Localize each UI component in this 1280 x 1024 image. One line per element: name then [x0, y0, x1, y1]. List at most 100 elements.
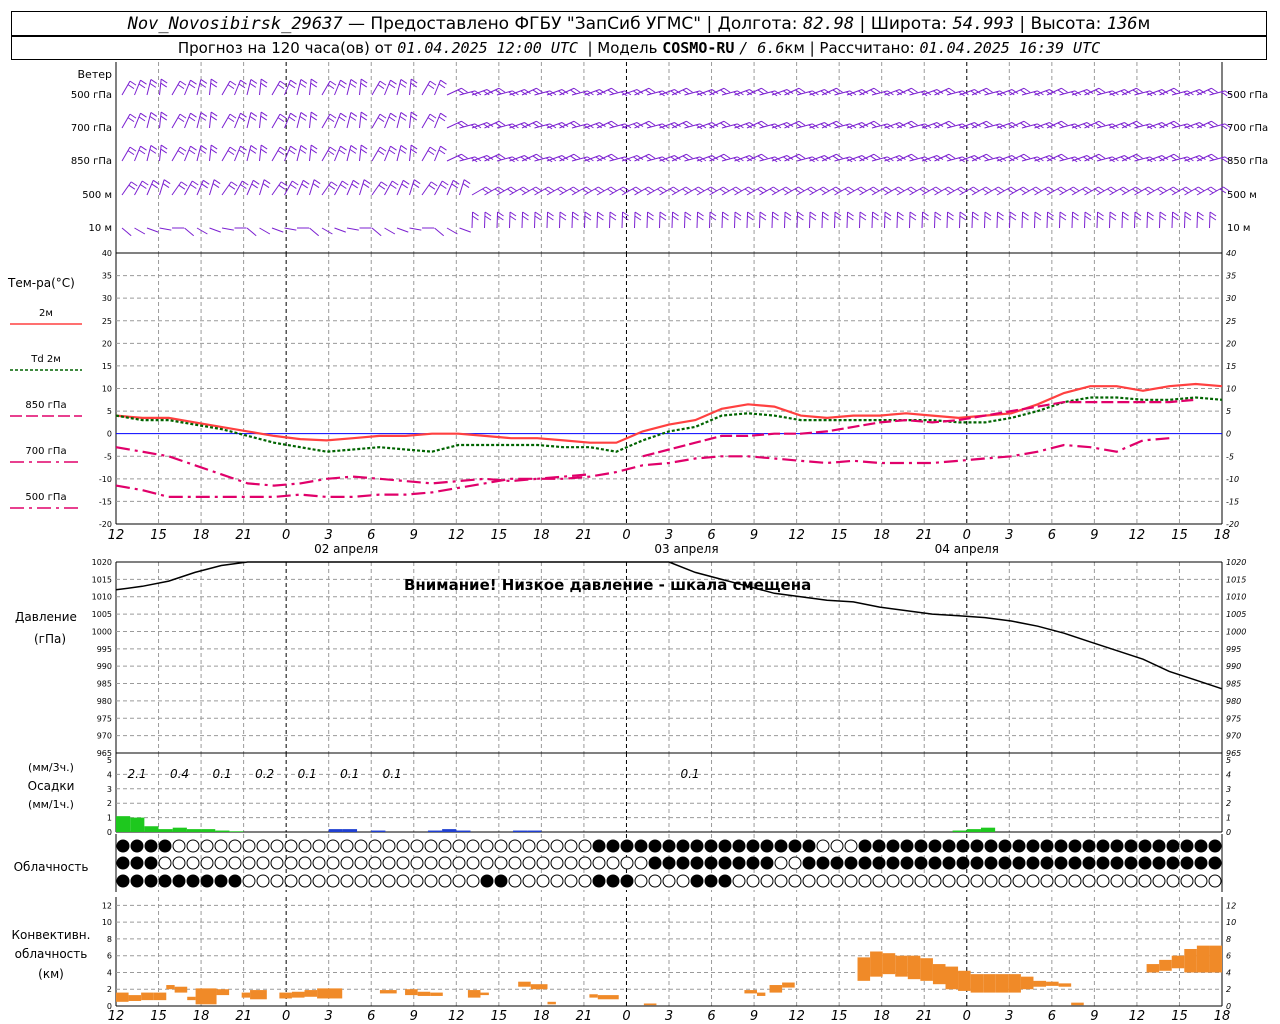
wind-barb-feather	[228, 184, 236, 190]
precip-bar-rain	[144, 826, 159, 832]
precip-unit-bottom: (мм/1ч.)	[28, 798, 74, 811]
wind-barb	[1009, 87, 1025, 96]
wind-barb	[1121, 120, 1137, 129]
wind-barb-feather	[873, 186, 880, 192]
wind-barb-feather	[461, 120, 468, 126]
cloud-cover-symbol	[186, 874, 200, 888]
wind-barb-feather	[410, 82, 418, 88]
wind-barb-feather	[947, 211, 954, 217]
wind-barb-feather	[428, 184, 436, 190]
wind-barb-feather	[899, 155, 906, 160]
wind-barb	[684, 156, 701, 162]
wind-barb	[771, 155, 788, 162]
wind-barb-feather	[1049, 155, 1056, 160]
wind-barb-feather	[300, 79, 308, 84]
lon-value: 82.98	[802, 13, 855, 34]
wind-barb-feather	[1124, 122, 1131, 127]
cloud-cover-symbol	[1040, 856, 1054, 870]
wind-level-label-right: 700 гПа	[1227, 123, 1268, 134]
wind-barb-feather	[1020, 122, 1027, 128]
pressure-tick-left: 990	[97, 662, 112, 671]
conv-cloud-bar	[995, 974, 1009, 993]
forecast-start: 01.04.2025 12:00 UTC	[397, 39, 578, 57]
temp-tick-left: -5	[104, 452, 112, 461]
wind-barb-feather	[757, 188, 764, 194]
wind-barb	[234, 112, 241, 129]
wind-barb-feather	[177, 84, 185, 90]
temp-tick-right: -20	[1226, 520, 1239, 529]
wind-barb	[646, 211, 649, 229]
cloud-cover-symbol	[704, 874, 718, 888]
wind-barb-feather	[160, 115, 168, 121]
wind-barb-feather	[747, 215, 754, 221]
wind-barb-feather	[190, 112, 197, 118]
wind-barb-feather	[1047, 215, 1054, 221]
wind-barb	[134, 79, 141, 96]
wind-barb-feather	[1045, 90, 1053, 96]
wind-barb-feather	[761, 120, 768, 126]
cloud-cover-symbol	[844, 856, 858, 870]
wind-barb-feather	[188, 83, 196, 89]
cloud-cover-symbol	[648, 856, 662, 870]
wind-barb-feather	[1209, 215, 1217, 221]
wind-barb	[284, 180, 293, 196]
wind-barb	[584, 155, 600, 162]
wind-barb	[609, 90, 626, 96]
wind-barb-feather	[190, 79, 197, 85]
cloud-cover-symbol	[494, 874, 508, 888]
wind-barb-feather	[734, 211, 742, 217]
wind-barb-feather	[1132, 155, 1140, 161]
wind-barb	[1096, 211, 1099, 229]
wind-barb-feather	[360, 111, 368, 117]
cloud-cover-symbol	[536, 839, 550, 853]
wind-barb	[159, 227, 172, 231]
wind-barb	[1034, 89, 1050, 96]
cloud-cover-symbol	[984, 839, 998, 853]
wind-barb	[1146, 122, 1163, 129]
cloud-cover-symbol	[1138, 839, 1152, 853]
wind-barb-feather	[757, 89, 765, 95]
wind-barb	[546, 211, 549, 229]
calc-time: 01.04.2025 16:39 UTC	[919, 39, 1101, 57]
wind-barb-feather	[427, 150, 435, 156]
wind-barb-feather	[1007, 156, 1015, 162]
wind-barb	[984, 211, 986, 229]
wind-barb	[421, 113, 431, 129]
wind-barb-feather	[1047, 211, 1054, 217]
wind-barb-feather	[647, 211, 654, 217]
wind-barb	[1171, 123, 1188, 129]
wind-barb-feather	[390, 112, 397, 118]
wind-barb-feather	[277, 150, 285, 156]
wind-barb-feather	[363, 179, 371, 185]
cloud-cover-symbol	[144, 874, 158, 888]
wind-barb	[1034, 186, 1049, 196]
wind-barb-feather	[936, 89, 944, 94]
wind-barb-feather	[1170, 89, 1177, 95]
wind-barb-feather	[160, 82, 168, 88]
wind-barb	[271, 181, 282, 196]
wind-barb	[996, 186, 1012, 196]
wind-barb-feather	[461, 87, 468, 93]
wind-barb	[296, 112, 302, 129]
wind-barb-feather	[697, 211, 704, 217]
wind-barb-feather	[773, 186, 780, 192]
wind-barb-feather	[795, 89, 802, 95]
cloud-cover-symbol	[648, 839, 662, 853]
conv-cloud-bar	[1020, 976, 1034, 990]
wind-barb-feather	[532, 122, 540, 128]
precip-total: 0.1	[383, 767, 402, 781]
pressure-tick-left: 1000	[92, 627, 112, 636]
wind-barb-feather	[732, 188, 739, 194]
cloud-cover-symbol	[732, 839, 746, 853]
wind-barb-feather	[674, 89, 681, 94]
wind-barb-feather	[250, 145, 258, 150]
wind-barb	[1209, 186, 1224, 196]
wind-barb-feather	[129, 146, 137, 152]
temp-tick-left: 35	[102, 272, 112, 281]
wind-barb	[759, 156, 776, 162]
wind-barb-feather	[922, 215, 929, 221]
wind-barb-feather	[934, 215, 942, 221]
wind-barb	[846, 155, 863, 162]
wind-barb-feather	[859, 215, 867, 221]
cloud-cover-symbol	[564, 874, 578, 888]
